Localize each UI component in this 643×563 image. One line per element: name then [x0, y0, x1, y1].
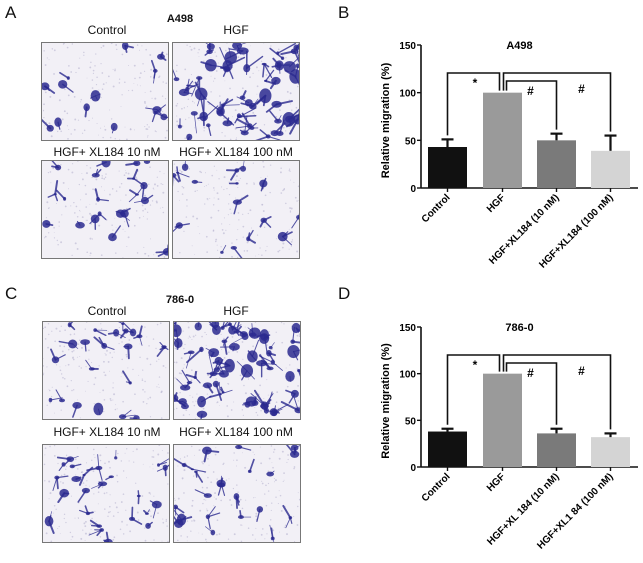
micrograph-c-control [42, 321, 170, 420]
chart-title: A498 [506, 40, 532, 52]
y-tick-label: 100 [399, 89, 416, 100]
bar [428, 147, 467, 188]
panel-letter-c: C [5, 284, 18, 303]
significance-marker: # [527, 366, 534, 380]
micrograph-c-xl10 [42, 444, 170, 543]
significance-bracket [446, 354, 501, 425]
y-tick-label: 50 [405, 416, 417, 427]
chart-title: 786-0 [505, 322, 533, 334]
panel-a-label-hgf: HGF [223, 23, 249, 37]
panel-letter-b: B [338, 3, 350, 22]
bar [483, 373, 522, 467]
significance-bracket [502, 72, 612, 132]
significance-bracket [446, 72, 501, 136]
y-tick-label: 50 [405, 136, 417, 147]
panel-letter-a: A [5, 3, 17, 22]
micrograph-a-control [41, 42, 169, 141]
panel-letter-d: D [338, 284, 351, 303]
x-tick-label: HGF [485, 471, 508, 494]
panel-a-label-xl100: HGF+ XL184 100 nM [179, 145, 293, 159]
panel-c-label-xl10: HGF+ XL184 10 nM [53, 425, 161, 439]
y-tick-label: 100 [399, 370, 416, 381]
chart-body: A498 0 50 100 150 Relative migration (%) Contr… [380, 40, 638, 271]
y-tick-label: 0 [410, 463, 416, 474]
significance-bracket [505, 362, 558, 425]
panel-c-title: 786-0 [165, 294, 195, 306]
y-tick-label: 150 [399, 323, 416, 334]
micrograph-c-hgf [173, 321, 301, 420]
bar [483, 92, 522, 188]
significance-bracket [502, 354, 612, 430]
significance-marker: # [527, 84, 534, 98]
significance-marker: * [473, 358, 478, 372]
micrograph-c-xl100 [173, 444, 301, 543]
bar [537, 140, 576, 188]
bar [428, 431, 467, 467]
micrograph-a-xl10 [41, 160, 169, 259]
x-tick-label: Control [420, 192, 453, 225]
bar [537, 433, 576, 467]
panel-a-label-control: Control [87, 23, 127, 37]
significance-marker: # [578, 82, 585, 96]
panel-a-label-xl10: HGF+ XL184 10 nM [53, 145, 161, 159]
y-axis-label: Relative migration (%) [380, 343, 392, 459]
bar-chart-786-0: 786-0 0 50 100 150 Relative migration (%) Cont… [380, 322, 638, 552]
y-tick-label: 0 [410, 184, 416, 195]
bar-chart-a498: A498 0 50 100 150 Relative migration (%) Contr… [380, 40, 638, 271]
panel-c-label-control: Control [87, 304, 127, 318]
significance-bracket [505, 80, 558, 130]
panel-a-title: A498 [166, 13, 194, 25]
x-tick-label: Control [420, 471, 453, 504]
y-axis-label: Relative migration (%) [380, 62, 392, 178]
chart-body: 786-0 0 50 100 150 Relative migration (%) Cont… [380, 322, 638, 552]
micrograph-a-xl100 [172, 160, 300, 259]
panel-c-label-hgf: HGF [223, 304, 249, 318]
significance-marker: * [473, 76, 478, 90]
panel-c-label-xl100: HGF+ XL184 100 nM [179, 425, 293, 439]
significance-marker: # [578, 364, 585, 378]
bar [591, 437, 630, 467]
x-tick-label: HGF [485, 192, 508, 215]
y-tick-label: 150 [399, 41, 416, 52]
micrograph-a-hgf [172, 42, 300, 141]
bar [591, 150, 630, 188]
